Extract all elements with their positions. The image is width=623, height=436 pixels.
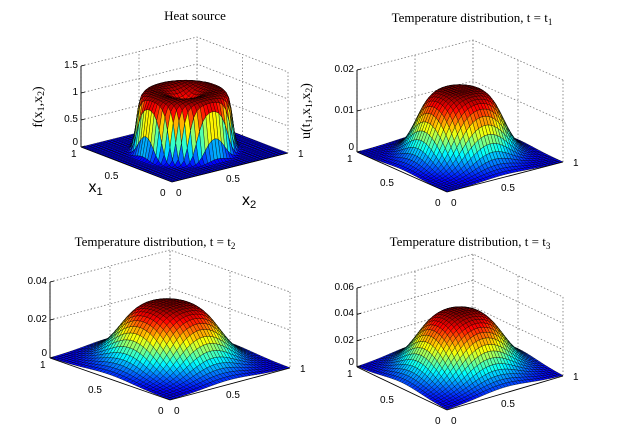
z-gridline <box>49 249 291 293</box>
surface <box>356 84 564 193</box>
subplot-1 <box>80 36 289 183</box>
x2-axis <box>171 152 289 183</box>
z-tick-mark <box>80 145 86 148</box>
z-tick-mark <box>49 318 55 321</box>
surface <box>80 79 289 183</box>
x1-axis <box>80 146 173 183</box>
surface <box>49 298 291 400</box>
subplot-4 <box>356 253 564 411</box>
z-tick-mark <box>356 109 362 112</box>
z-tick-mark <box>80 91 86 94</box>
z-gridline <box>356 253 564 298</box>
z-gridline <box>80 36 289 73</box>
subplot-3 <box>49 249 291 401</box>
z-tick-mark <box>356 68 362 71</box>
z-tick-mark <box>80 64 86 67</box>
subplot-2 <box>356 39 564 193</box>
z-tick-mark <box>80 118 86 121</box>
z-gridline <box>356 80 564 122</box>
z-gridline <box>356 39 564 81</box>
z-tick-mark <box>49 280 55 283</box>
